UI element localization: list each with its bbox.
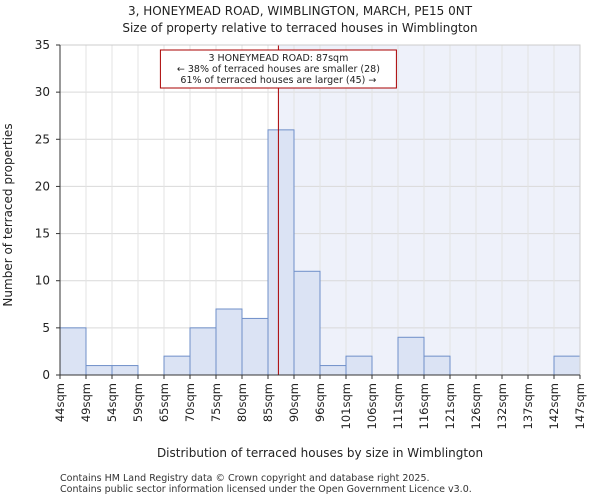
- y-ticks: 0 5 10 15 20 25 30 35: [35, 38, 60, 382]
- bar-44sqm: [59, 327, 87, 376]
- bar-49sqm: [85, 365, 113, 376]
- x-tick-label: 116sqm: [417, 383, 431, 429]
- x-tick-label: 142sqm: [547, 383, 561, 429]
- x-axis-label: Distribution of terraced houses by size …: [157, 446, 483, 460]
- bar-111sqm: [397, 336, 425, 376]
- x-tick-label: 70sqm: [183, 383, 197, 422]
- x-tick-label: 44sqm: [53, 383, 67, 422]
- bar-90sqm: [293, 270, 321, 376]
- chart-title-line1: 3, HONEYMEAD ROAD, WIMBLINGTON, MARCH, P…: [128, 4, 473, 18]
- y-tick-label: 35: [35, 38, 50, 52]
- highlight-region: [278, 45, 580, 375]
- bar-85sqm: [267, 129, 295, 376]
- x-tick-label: 147sqm: [573, 383, 587, 429]
- x-tick-label: 90sqm: [287, 383, 301, 422]
- footer-line2: Contains public sector information licen…: [60, 484, 472, 495]
- bar-116sqm: [423, 355, 451, 376]
- bar-54sqm: [111, 365, 139, 376]
- annotation-box: 3 HONEYMEAD ROAD: 87sqm ← 38% of terrace…: [159, 49, 397, 89]
- y-tick-label: 30: [35, 85, 50, 99]
- bar-101sqm: [345, 355, 373, 376]
- x-tick-label: 101sqm: [339, 383, 353, 429]
- x-tick-label: 49sqm: [79, 383, 93, 422]
- bar-75sqm: [215, 308, 243, 376]
- x-tick-label: 75sqm: [209, 383, 223, 422]
- footer-line1: Contains HM Land Registry data © Crown c…: [60, 473, 430, 484]
- annotation-line3: 61% of terraced houses are larger (45) →: [180, 75, 376, 86]
- x-tick-label: 106sqm: [365, 383, 379, 429]
- x-tick-label: 137sqm: [521, 383, 535, 429]
- bar-96sqm: [319, 365, 347, 376]
- chart-title-line2: Size of property relative to terraced ho…: [122, 21, 477, 35]
- x-tick-label: 111sqm: [391, 383, 405, 429]
- x-tick-label: 96sqm: [313, 383, 327, 422]
- y-tick-label: 20: [35, 179, 50, 193]
- bar-142sqm: [553, 355, 581, 376]
- x-tick-label: 59sqm: [131, 383, 145, 422]
- bars: [59, 129, 581, 376]
- y-tick-label: 10: [35, 274, 50, 288]
- annotation-line2: ← 38% of terraced houses are smaller (28…: [177, 64, 380, 75]
- bar-80sqm: [241, 317, 269, 376]
- y-tick-label: 5: [42, 321, 50, 335]
- x-tick-label: 126sqm: [469, 383, 483, 429]
- bar-65sqm: [163, 355, 191, 376]
- x-ticks: 44sqm 49sqm 54sqm 59sqm 65sqm 70sqm 75sqm 80sqm…: [53, 375, 587, 429]
- x-tick-label: 121sqm: [443, 383, 457, 429]
- y-tick-label: 15: [35, 227, 50, 241]
- x-tick-label: 54sqm: [105, 383, 119, 422]
- y-tick-label: 0: [42, 368, 50, 382]
- y-tick-label: 25: [35, 132, 50, 146]
- x-tick-label: 85sqm: [261, 383, 275, 422]
- y-axis-label: Number of terraced properties: [1, 123, 15, 306]
- annotation-line1: 3 HONEYMEAD ROAD: 87sqm: [208, 53, 348, 64]
- x-tick-label: 65sqm: [157, 383, 171, 422]
- x-tick-label: 80sqm: [235, 383, 249, 422]
- x-tick-label: 132sqm: [495, 383, 509, 429]
- chart-svg: 3, HONEYMEAD ROAD, WIMBLINGTON, MARCH, P…: [1, 4, 587, 460]
- bar-70sqm: [189, 327, 217, 376]
